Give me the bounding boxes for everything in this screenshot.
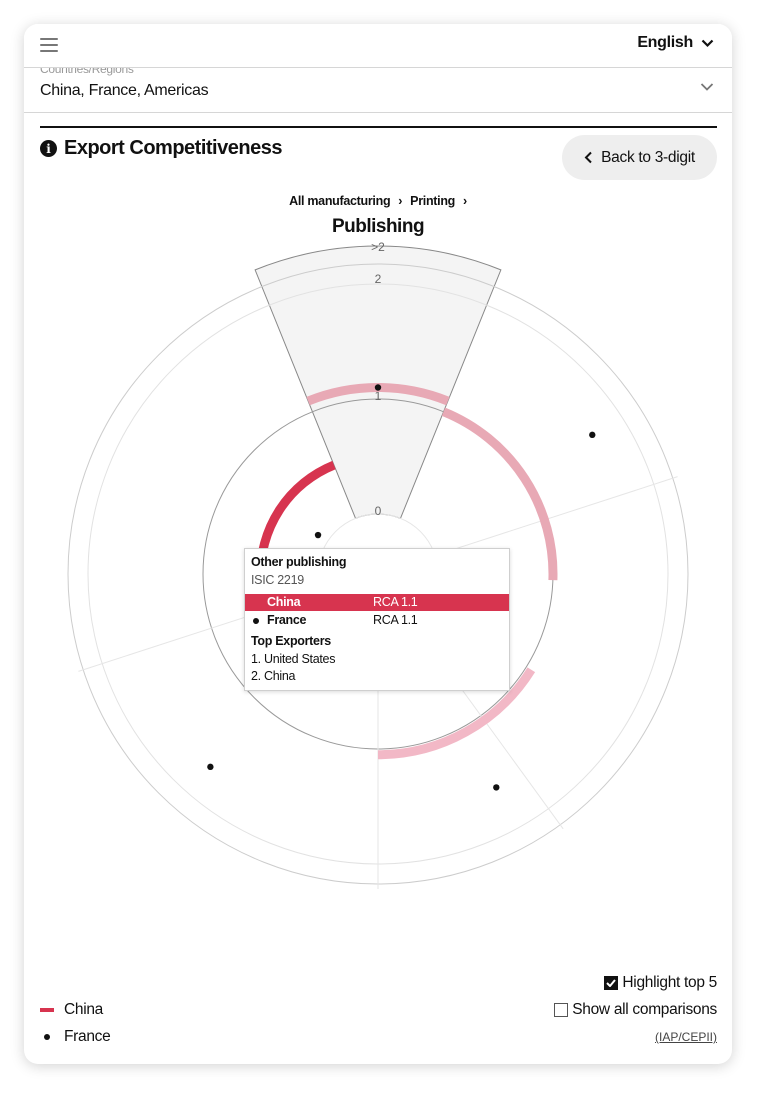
legend-france: France xyxy=(40,1028,111,1046)
china-line-icon xyxy=(40,1008,54,1012)
tooltip-row-name: China xyxy=(267,595,301,609)
checkbox-empty-icon[interactable] xyxy=(554,1003,569,1017)
tooltip-row-value: RCA 1.1 xyxy=(373,595,418,609)
chevron-down-icon xyxy=(700,83,714,91)
top-bar: English xyxy=(24,24,732,68)
ring-tick-label: 0 xyxy=(375,504,382,518)
tooltip-top-exporters-label: Top Exporters xyxy=(251,634,331,648)
legend-label: China xyxy=(64,1001,103,1018)
tooltip-code: ISIC 2219 xyxy=(251,573,304,587)
breadcrumb-separator-icon: › xyxy=(463,194,467,208)
france-dot xyxy=(314,531,322,539)
france-dot xyxy=(374,384,382,391)
ring-tick-label: 2 xyxy=(375,272,382,286)
tooltip-exporter-item: 2. China xyxy=(251,669,296,683)
show-all-comparisons-toggle[interactable]: Show all comparisons xyxy=(554,1001,717,1019)
france-dot-icon xyxy=(253,618,259,624)
breadcrumb-item[interactable]: Printing xyxy=(410,194,455,208)
france-dot xyxy=(207,763,214,771)
tooltip-exporter-item: 1. United States xyxy=(251,652,336,666)
china-arc xyxy=(377,667,536,760)
highlighted-sector xyxy=(254,245,502,520)
tooltip-row-china: China RCA 1.1 xyxy=(245,594,509,611)
tooltip-row-value: RCA 1.1 xyxy=(373,613,418,627)
info-icon[interactable]: i xyxy=(40,140,57,157)
chart-tooltip: Other publishing ISIC 2219 China RCA 1.1… xyxy=(244,548,510,691)
radial-chart: >2 2 1 0 xyxy=(67,240,689,889)
breadcrumb-item[interactable]: All manufacturing xyxy=(289,194,391,208)
highlight-top5-toggle[interactable]: Highlight top 5 xyxy=(604,974,717,992)
back-button[interactable]: Back to 3-digit xyxy=(562,135,717,180)
ring-tick-label: >2 xyxy=(371,240,385,254)
option-label: Highlight top 5 xyxy=(622,974,717,991)
chart-subtitle: Publishing xyxy=(331,216,425,237)
section-divider xyxy=(40,126,717,128)
france-dot xyxy=(589,431,596,439)
china-arc xyxy=(441,407,558,581)
tooltip-row-france: France RCA 1.1 xyxy=(245,612,509,629)
tooltip-title: Other publishing xyxy=(251,555,347,569)
france-dot xyxy=(493,784,500,791)
country-selector[interactable]: Countries/Regions China, France, America… xyxy=(24,68,732,113)
france-dot-icon xyxy=(44,1034,50,1040)
chart-spoke xyxy=(434,476,678,556)
selector-cut-label: Countries/Regions xyxy=(40,62,134,76)
checkbox-checked-icon[interactable] xyxy=(604,976,619,990)
option-label: Show all comparisons xyxy=(572,1001,717,1018)
hamburger-menu-icon[interactable] xyxy=(40,38,58,52)
language-selector[interactable]: English xyxy=(637,34,714,52)
legend-label: France xyxy=(64,1028,111,1045)
language-label: English xyxy=(637,34,693,51)
ring-tick-label: 1 xyxy=(375,389,382,403)
chevron-left-icon xyxy=(584,151,592,164)
section-title-text: Export Competitiveness xyxy=(64,137,282,159)
legend-china: China xyxy=(40,1001,103,1019)
chevron-down-icon xyxy=(701,39,714,47)
breadcrumb-separator-icon: › xyxy=(398,194,403,208)
back-button-label: Back to 3-digit xyxy=(601,148,695,166)
section-title: i Export Competitiveness xyxy=(40,137,282,160)
source-link[interactable]: (IAP/CEPII) xyxy=(654,1030,717,1044)
main-card: English Countries/Regions China, France,… xyxy=(24,24,732,1064)
selector-value: China, France, Americas xyxy=(40,82,209,99)
tooltip-row-name: France xyxy=(267,613,307,627)
breadcrumb: All manufacturing › Printing › xyxy=(24,194,732,208)
